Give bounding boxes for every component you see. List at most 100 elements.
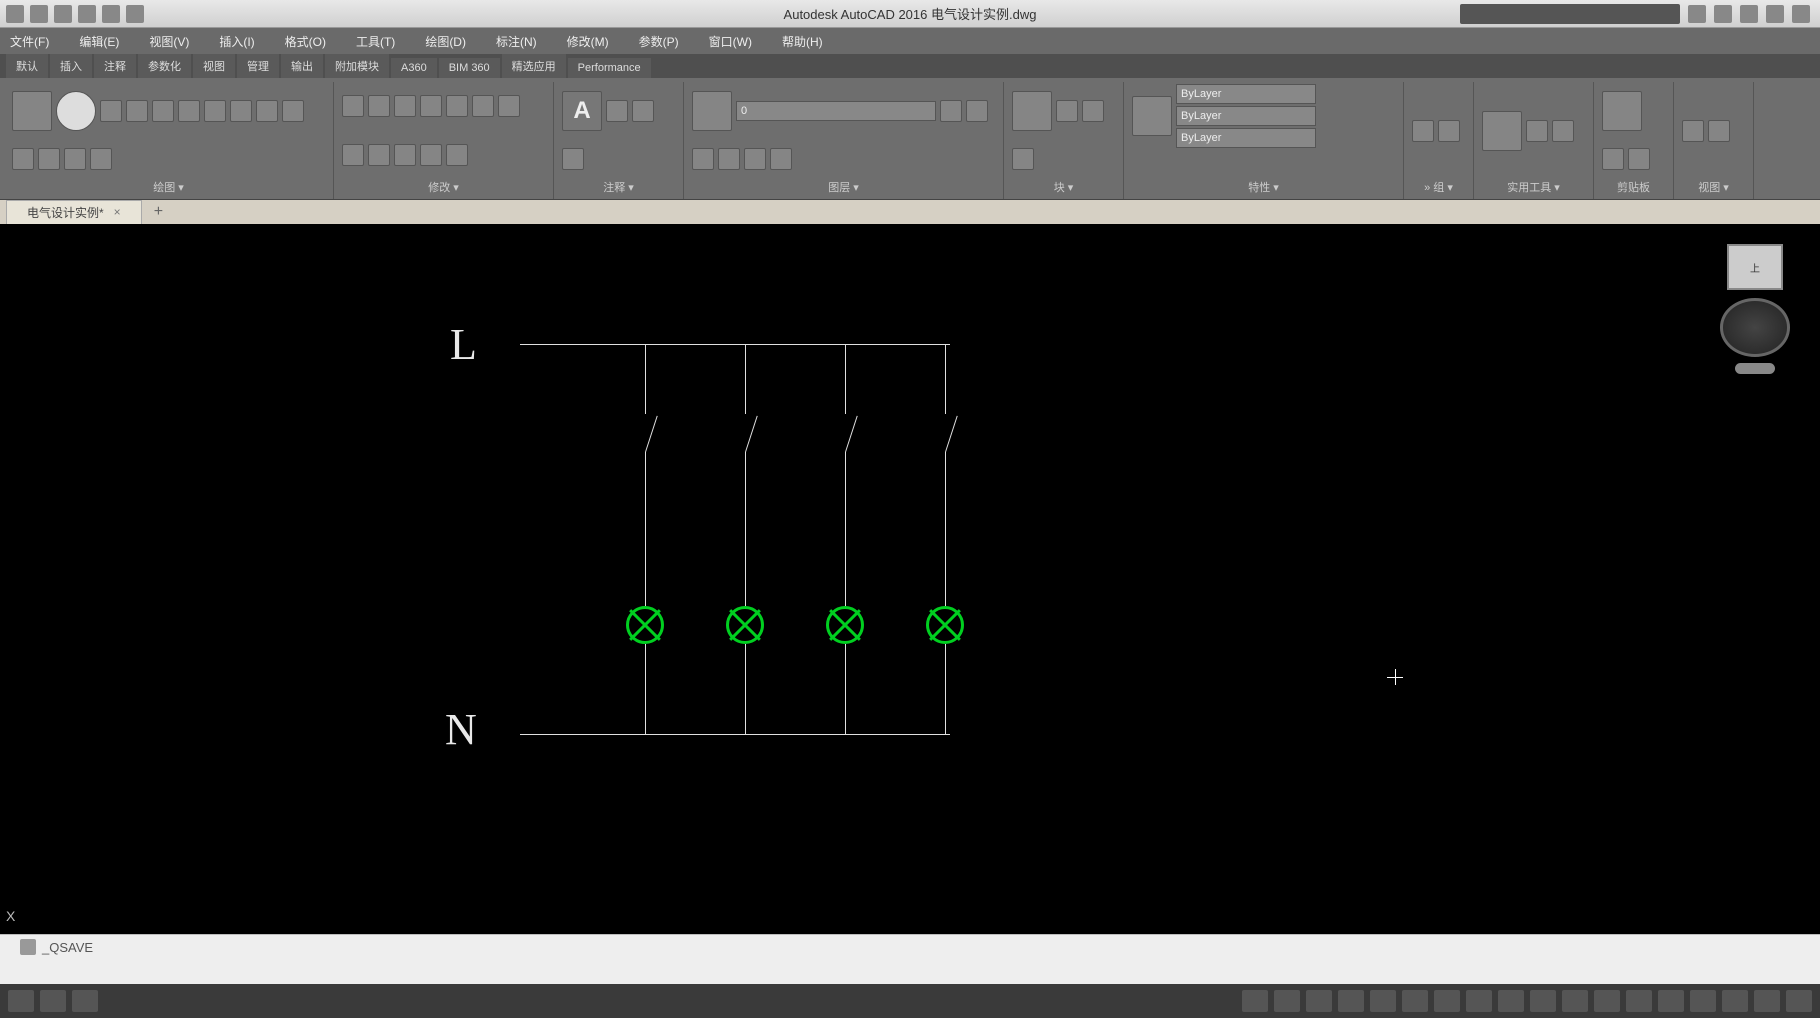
- maximize-icon[interactable]: [1766, 5, 1784, 23]
- dim-tool-icon[interactable]: [606, 100, 628, 122]
- point-tool-icon[interactable]: [256, 100, 278, 122]
- qat-redo-icon[interactable]: [126, 5, 144, 23]
- transparency-toggle-icon[interactable]: [1466, 990, 1492, 1012]
- help-search-input[interactable]: [1460, 4, 1680, 24]
- ribbon-tab-bim360[interactable]: BIM 360: [439, 58, 500, 78]
- snap-toggle-icon[interactable]: [1274, 990, 1300, 1012]
- offset-tool-icon[interactable]: [420, 144, 442, 166]
- ribbon-tab-performance[interactable]: Performance: [568, 58, 651, 78]
- measure-icon[interactable]: [1482, 111, 1522, 151]
- layer-freeze-icon[interactable]: [940, 100, 962, 122]
- annomon-icon[interactable]: [1626, 990, 1652, 1012]
- isodraft-icon[interactable]: [1690, 990, 1716, 1012]
- region-tool-icon[interactable]: [282, 100, 304, 122]
- menu-modify[interactable]: 修改(M): [563, 31, 613, 52]
- exchange-icon[interactable]: [1714, 5, 1732, 23]
- osnap-toggle-icon[interactable]: [1370, 990, 1396, 1012]
- grid-toggle-icon[interactable]: [1242, 990, 1268, 1012]
- layer-dropdown[interactable]: 0: [736, 101, 936, 121]
- ribbon-tab-manage[interactable]: 管理: [237, 54, 279, 78]
- calc-icon[interactable]: [1552, 120, 1574, 142]
- layout1-tab-icon[interactable]: [40, 990, 66, 1012]
- block-attr-icon[interactable]: [1012, 148, 1034, 170]
- model-tab-icon[interactable]: [8, 990, 34, 1012]
- layer-off-icon[interactable]: [966, 100, 988, 122]
- file-tab-new-icon[interactable]: +: [142, 203, 175, 221]
- qat-undo-icon[interactable]: [102, 5, 120, 23]
- menu-format[interactable]: 格式(O): [281, 31, 330, 52]
- customize-status-icon[interactable]: [1786, 990, 1812, 1012]
- ungroup-icon[interactable]: [1438, 120, 1460, 142]
- arc-tool-icon[interactable]: [100, 100, 122, 122]
- hatch-tool-icon[interactable]: [204, 100, 226, 122]
- stretch-tool-icon[interactable]: [394, 144, 416, 166]
- menu-window[interactable]: 窗口(W): [705, 31, 756, 52]
- layer-iso-icon[interactable]: [744, 148, 766, 170]
- lwt-toggle-icon[interactable]: [1434, 990, 1460, 1012]
- view-cube[interactable]: 上: [1710, 244, 1800, 374]
- menu-draw[interactable]: 绘图(D): [421, 31, 470, 52]
- group-icon[interactable]: [1412, 120, 1434, 142]
- menu-insert[interactable]: 插入(I): [215, 31, 258, 52]
- select-icon[interactable]: [1526, 120, 1548, 142]
- view-proj-icon[interactable]: [1708, 120, 1730, 142]
- leader-tool-icon[interactable]: [632, 100, 654, 122]
- linetype-dropdown[interactable]: ByLayer: [1176, 128, 1316, 148]
- line-tool-icon[interactable]: [12, 91, 52, 131]
- clean-screen-icon[interactable]: [1754, 990, 1780, 1012]
- menu-file[interactable]: 文件(F): [6, 31, 53, 52]
- layout2-tab-icon[interactable]: [72, 990, 98, 1012]
- copy-tool-icon[interactable]: [368, 95, 390, 117]
- nav-wheel-icon[interactable]: [1720, 298, 1790, 356]
- view-base-icon[interactable]: [1682, 120, 1704, 142]
- lineweight-dropdown[interactable]: ByLayer: [1176, 106, 1316, 126]
- polar-toggle-icon[interactable]: [1338, 990, 1364, 1012]
- paste-icon[interactable]: [1602, 91, 1642, 131]
- signin-icon[interactable]: [1688, 5, 1706, 23]
- insert-block-icon[interactable]: [1012, 91, 1052, 131]
- text-tool-icon[interactable]: A: [562, 91, 602, 131]
- ribbon-tab-home[interactable]: 默认: [6, 54, 48, 78]
- mirror-tool-icon[interactable]: [420, 95, 442, 117]
- extend-tool-icon[interactable]: [472, 95, 494, 117]
- menu-edit[interactable]: 编辑(E): [75, 31, 123, 52]
- copy-clip-icon[interactable]: [1628, 148, 1650, 170]
- file-tab-close-icon[interactable]: ×: [114, 205, 121, 219]
- table-tool-icon[interactable]: [562, 148, 584, 170]
- command-history-icon[interactable]: [20, 939, 36, 955]
- qat-save-icon[interactable]: [78, 5, 96, 23]
- ribbon-tab-output[interactable]: 输出: [281, 54, 323, 78]
- layer-match-icon[interactable]: [718, 148, 740, 170]
- units-icon[interactable]: [1658, 990, 1684, 1012]
- ellipse-tool-icon[interactable]: [178, 100, 200, 122]
- ribbon-tab-annotate[interactable]: 注释: [94, 54, 136, 78]
- ribbon-tab-view[interactable]: 视图: [193, 54, 235, 78]
- ribbon-tab-featured[interactable]: 精选应用: [502, 54, 566, 78]
- file-tab[interactable]: 电气设计实例* ×: [6, 200, 142, 225]
- ribbon-tab-insert[interactable]: 插入: [50, 54, 92, 78]
- layer-uniso-icon[interactable]: [770, 148, 792, 170]
- ribbon-tab-a360[interactable]: A360: [391, 58, 437, 78]
- minimize-icon[interactable]: [1740, 5, 1758, 23]
- helix-tool-icon[interactable]: [64, 148, 86, 170]
- anno-toggle-icon[interactable]: [1562, 990, 1588, 1012]
- menu-param[interactable]: 参数(P): [635, 31, 683, 52]
- qp-toggle-icon[interactable]: [1498, 990, 1524, 1012]
- qat-new-icon[interactable]: [30, 5, 48, 23]
- edit-block-icon[interactable]: [1082, 100, 1104, 122]
- xline-tool-icon[interactable]: [90, 148, 112, 170]
- menu-dim[interactable]: 标注(N): [492, 31, 541, 52]
- circle-tool-icon[interactable]: [56, 91, 96, 131]
- spline-tool-icon[interactable]: [230, 100, 252, 122]
- erase-tool-icon[interactable]: [446, 144, 468, 166]
- layer-lock-icon[interactable]: [692, 148, 714, 170]
- match-props-icon[interactable]: [1132, 96, 1172, 136]
- trim-tool-icon[interactable]: [446, 95, 468, 117]
- create-block-icon[interactable]: [1056, 100, 1078, 122]
- sc-toggle-icon[interactable]: [1530, 990, 1556, 1012]
- nav-bar-icon[interactable]: [1735, 363, 1775, 374]
- array-tool-icon[interactable]: [342, 144, 364, 166]
- app-menu-icon[interactable]: [6, 5, 24, 23]
- menu-help[interactable]: 帮助(H): [778, 31, 827, 52]
- cut-icon[interactable]: [1602, 148, 1624, 170]
